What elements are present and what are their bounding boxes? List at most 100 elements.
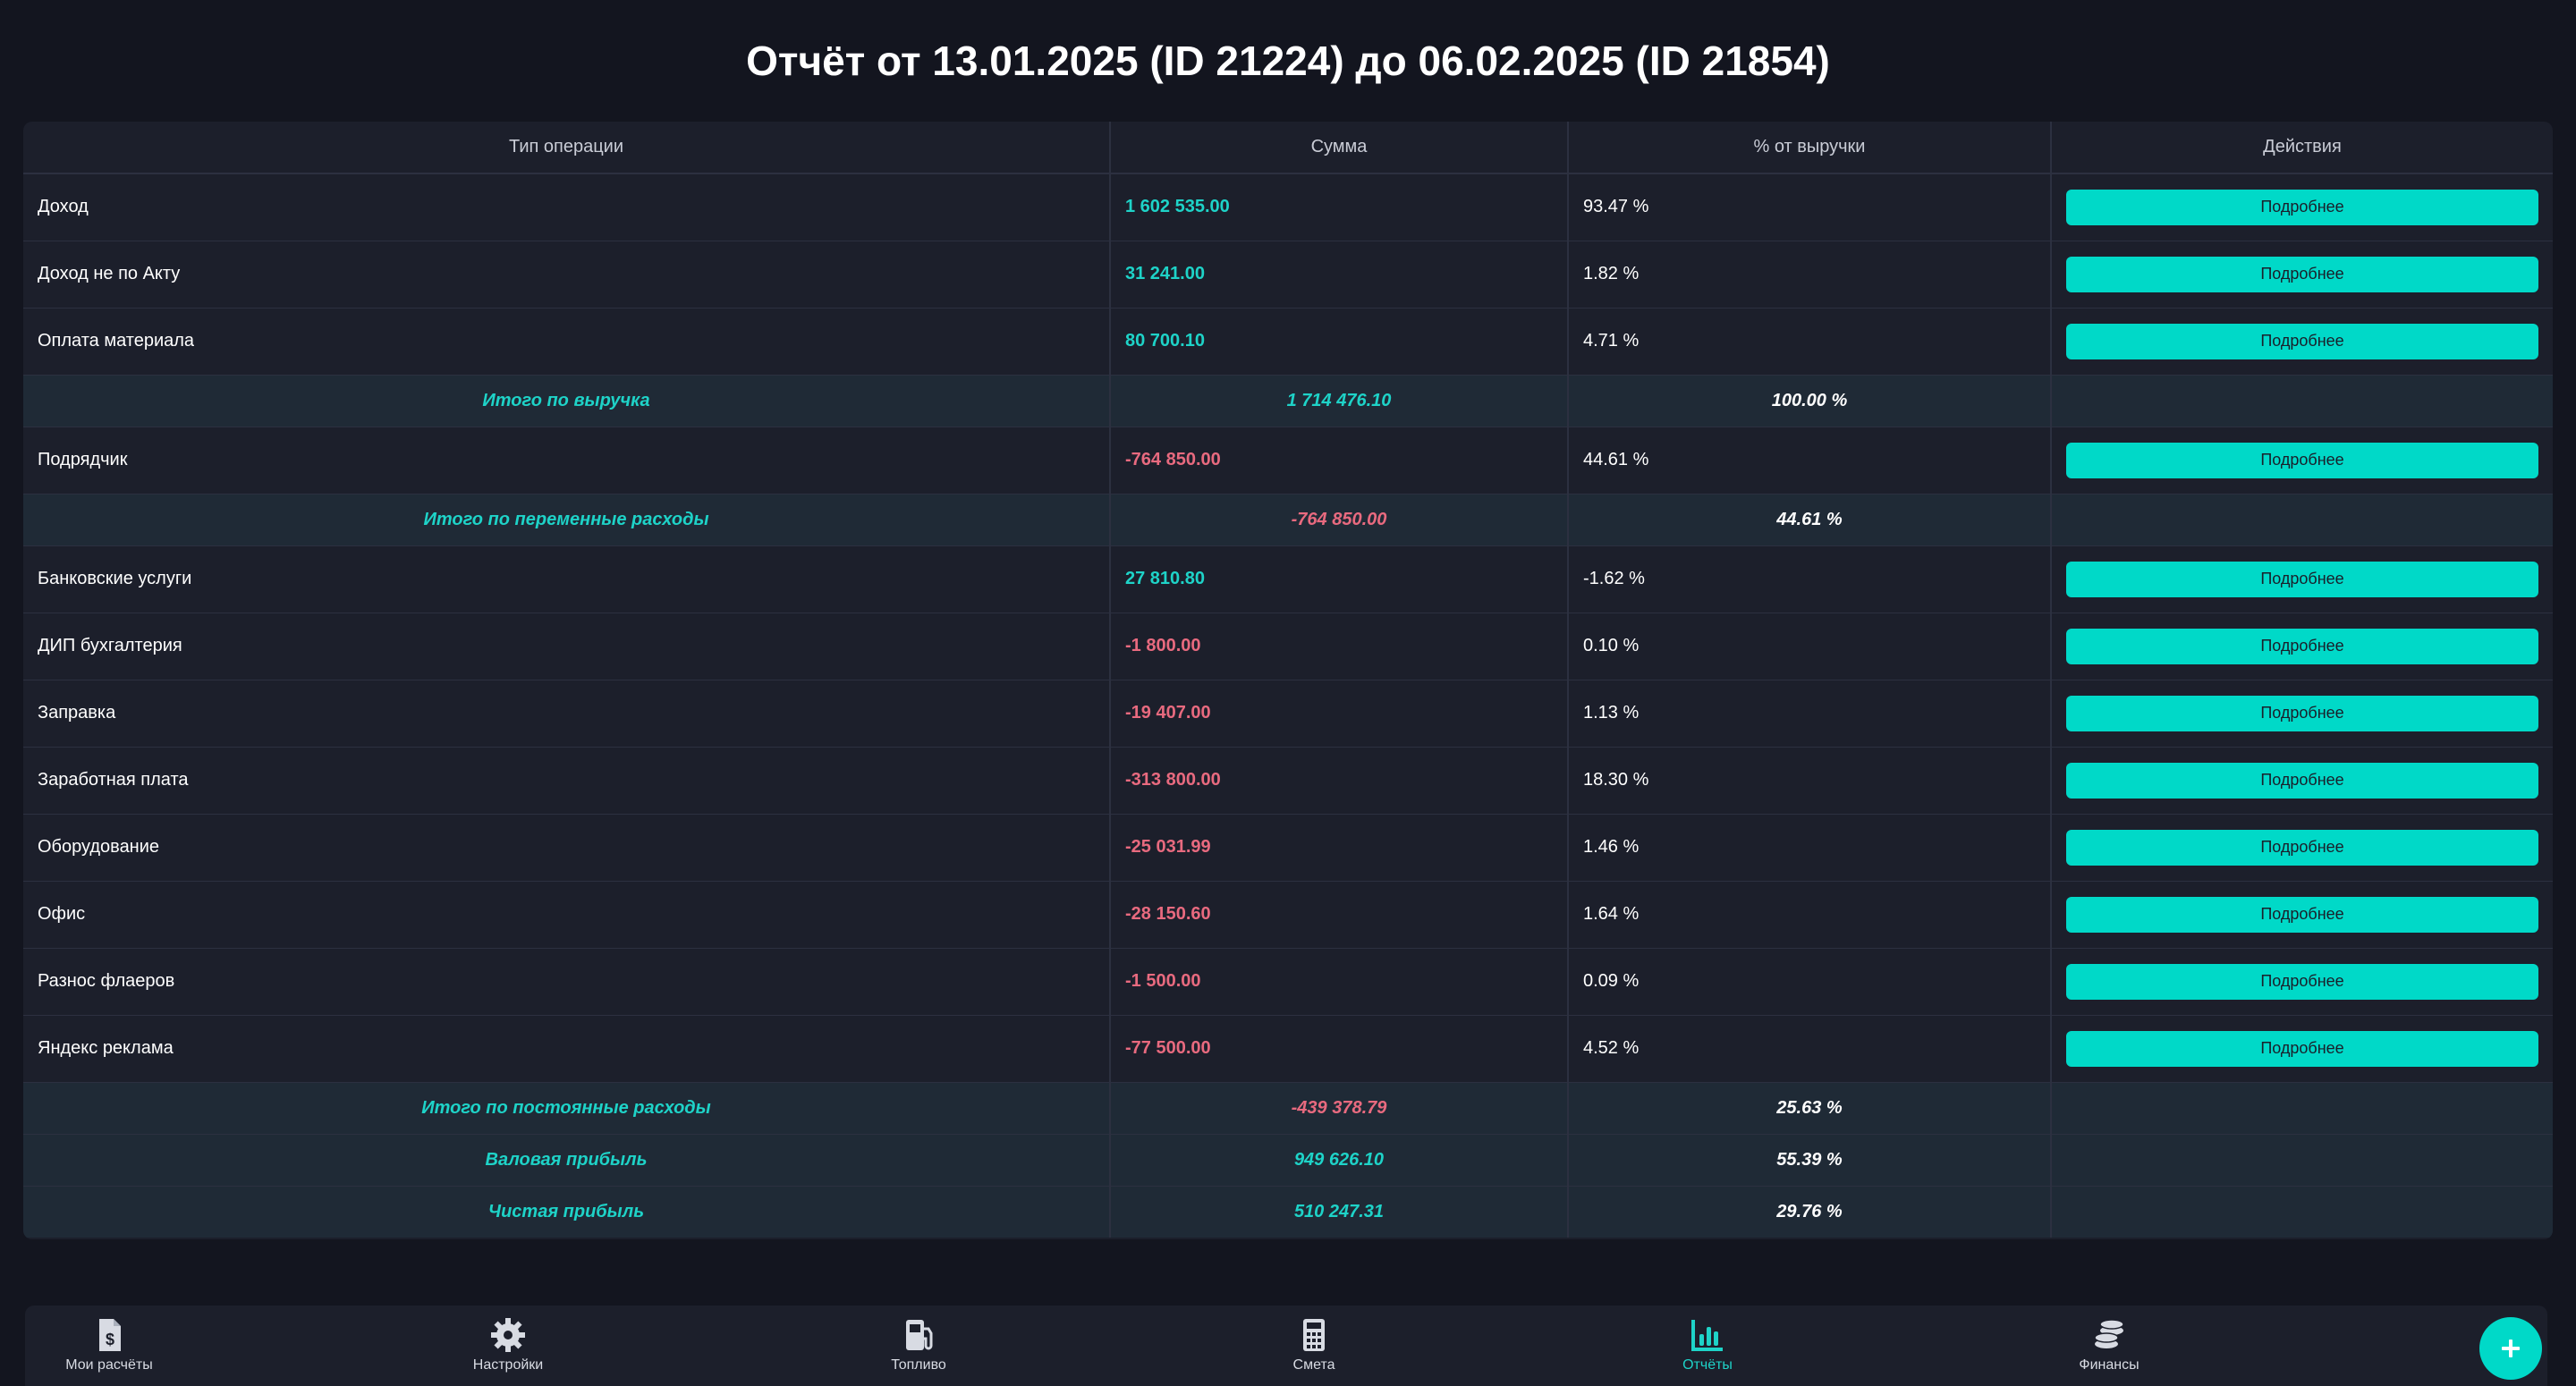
add-button[interactable] xyxy=(2479,1317,2542,1380)
cell-percent: -1.62 % xyxy=(1568,545,2052,613)
cell-sum: 31 241.00 xyxy=(1110,240,1569,308)
cell-percent: 29.76 % xyxy=(1568,1185,2052,1238)
nav-label: Финансы xyxy=(2079,1357,2140,1373)
nav-item-finance[interactable]: Финансы xyxy=(2038,1316,2181,1381)
cell-percent: 0.10 % xyxy=(1568,612,2052,680)
nav-item-reports[interactable]: Отчёты xyxy=(1636,1316,1779,1381)
table-total-row: Валовая прибыль 949 626.10 55.39 % xyxy=(23,1133,2553,1186)
table-row: Офис -28 150.60 1.64 % Подробнее xyxy=(23,880,2553,948)
cell-operation-type: Чистая прибыль xyxy=(23,1185,1111,1238)
cell-sum: -313 800.00 xyxy=(1110,746,1569,814)
table-row: Заработная плата -313 800.00 18.30 % Подроб… xyxy=(23,746,2553,814)
details-button[interactable]: Подробнее xyxy=(2066,762,2538,799)
cell-percent: 1.46 % xyxy=(1568,813,2052,881)
details-button[interactable]: Подробнее xyxy=(2066,695,2538,731)
cell-percent: 25.63 % xyxy=(1568,1081,2052,1134)
cell-sum: 1 602 535.00 xyxy=(1110,173,1569,241)
cell-operation-type: Подрядчик xyxy=(23,426,1111,494)
cell-actions: Подробнее xyxy=(2051,240,2553,308)
page-title: Отчёт от 13.01.2025 (ID 21224) до 06.02.… xyxy=(746,38,1830,84)
cell-actions: Подробнее xyxy=(2051,426,2553,494)
nav-item-fuel[interactable]: Топливо xyxy=(847,1316,990,1381)
nav-label: Смета xyxy=(1292,1357,1335,1373)
details-button[interactable]: Подробнее xyxy=(2066,829,2538,866)
cell-percent: 4.71 % xyxy=(1568,307,2052,375)
details-button[interactable]: Подробнее xyxy=(2066,323,2538,359)
table-total-row: Итого по постоянные расходы -439 378.79 25… xyxy=(23,1081,2553,1134)
header-percent-of-revenue: % от выручки xyxy=(1568,122,2052,174)
table-header-row: Тип операции Сумма % от выручки Действия xyxy=(23,122,2553,174)
cell-operation-type: ДИП бухгалтерия xyxy=(23,612,1111,680)
table-row: Доход 1 602 535.00 93.47 % Подробнее xyxy=(23,173,2553,241)
nav-item-estimate[interactable]: Смета xyxy=(1242,1316,1385,1381)
cell-actions: Подробнее xyxy=(2051,1014,2553,1082)
nav-item-settings[interactable]: Настройки xyxy=(436,1316,580,1381)
table-row: Оплата материала 80 700.10 4.71 % Подробнее xyxy=(23,307,2553,375)
cell-actions: Подробнее xyxy=(2051,880,2553,948)
cell-operation-type: Заправка xyxy=(23,679,1111,747)
cell-operation-type: Доход не по Акту xyxy=(23,240,1111,308)
cell-actions xyxy=(2051,1081,2553,1134)
plus-icon xyxy=(2502,1340,2520,1357)
cell-operation-type: Яндекс реклама xyxy=(23,1014,1111,1082)
table-row: Разнос флаеров -1 500.00 0.09 % Подробнее xyxy=(23,947,2553,1015)
details-button[interactable]: Подробнее xyxy=(2066,896,2538,933)
cell-actions xyxy=(2051,374,2553,427)
cell-sum: -764 850.00 xyxy=(1110,493,1569,545)
nav-label: Настройки xyxy=(472,1357,544,1373)
fuel-pump-icon xyxy=(906,1320,933,1350)
details-button[interactable]: Подробнее xyxy=(2066,256,2538,292)
table-total-row: Итого по выручка 1 714 476.10 100.00 % xyxy=(23,374,2553,427)
cell-actions xyxy=(2051,493,2553,545)
details-button[interactable]: Подробнее xyxy=(2066,628,2538,664)
table-row: Банковские услуги 27 810.80 -1.62 % Подробн… xyxy=(23,545,2553,613)
cell-sum: 949 626.10 xyxy=(1110,1133,1569,1186)
cell-percent: 100.00 % xyxy=(1568,374,2052,427)
report-table-container: Тип операции Сумма % от выручки Действия… xyxy=(23,122,2553,1239)
cell-operation-type: Валовая прибыль xyxy=(23,1133,1111,1186)
cell-operation-type: Итого по постоянные расходы xyxy=(23,1081,1111,1134)
header-operation-type: Тип операции xyxy=(23,122,1111,174)
nav-item-my-calculations[interactable]: $ Мои расчёты xyxy=(38,1316,181,1381)
table-row: Яндекс реклама -77 500.00 4.52 % Подробнее xyxy=(23,1014,2553,1082)
gear-icon xyxy=(491,1318,525,1352)
cell-operation-type: Банковские услуги xyxy=(23,545,1111,613)
cell-actions: Подробнее xyxy=(2051,746,2553,814)
table-row: ДИП бухгалтерия -1 800.00 0.10 % Подробнее xyxy=(23,612,2553,680)
cell-actions: Подробнее xyxy=(2051,307,2553,375)
table-total-row: Итого по переменные расходы -764 850.00 44… xyxy=(23,493,2553,545)
cell-actions: Подробнее xyxy=(2051,813,2553,881)
details-button[interactable]: Подробнее xyxy=(2066,442,2538,478)
details-button[interactable]: Подробнее xyxy=(2066,561,2538,597)
details-button[interactable]: Подробнее xyxy=(2066,963,2538,1000)
dollar-document-icon: $ xyxy=(99,1319,121,1351)
cell-sum: -19 407.00 xyxy=(1110,679,1569,747)
nav-label: Отчёты xyxy=(1682,1357,1733,1373)
details-button[interactable]: Подробнее xyxy=(2066,1030,2538,1067)
cell-operation-type: Разнос флаеров xyxy=(23,947,1111,1015)
cell-actions: Подробнее xyxy=(2051,173,2553,241)
svg-text:$: $ xyxy=(106,1331,114,1348)
table-row: Подрядчик -764 850.00 44.61 % Подробнее xyxy=(23,426,2553,494)
cell-actions: Подробнее xyxy=(2051,545,2553,613)
cell-sum: -439 378.79 xyxy=(1110,1081,1569,1134)
details-button[interactable]: Подробнее xyxy=(2066,189,2538,225)
cell-sum: 27 810.80 xyxy=(1110,545,1569,613)
cell-sum: -1 500.00 xyxy=(1110,947,1569,1015)
cell-operation-type: Заработная плата xyxy=(23,746,1111,814)
bottom-navigation: $ Мои расчёты Настройки Топл xyxy=(25,1306,2547,1386)
table-body: Доход 1 602 535.00 93.47 % Подробнее Доход н… xyxy=(23,173,2553,1238)
table-row: Заправка -19 407.00 1.13 % Подробнее xyxy=(23,679,2553,747)
cell-operation-type: Оплата материала xyxy=(23,307,1111,375)
header-actions: Действия xyxy=(2051,122,2553,174)
cell-operation-type: Доход xyxy=(23,173,1111,241)
report-table: Тип операции Сумма % от выручки Действия… xyxy=(23,122,2553,1238)
cell-operation-type: Итого по выручка xyxy=(23,374,1111,427)
table-row: Оборудование -25 031.99 1.46 % Подробнее xyxy=(23,813,2553,881)
cell-actions: Подробнее xyxy=(2051,612,2553,680)
cell-sum: 510 247.31 xyxy=(1110,1185,1569,1238)
cell-actions xyxy=(2051,1185,2553,1238)
table-total-row: Чистая прибыль 510 247.31 29.76 % xyxy=(23,1185,2553,1238)
cell-percent: 1.64 % xyxy=(1568,880,2052,948)
cell-sum: -764 850.00 xyxy=(1110,426,1569,494)
